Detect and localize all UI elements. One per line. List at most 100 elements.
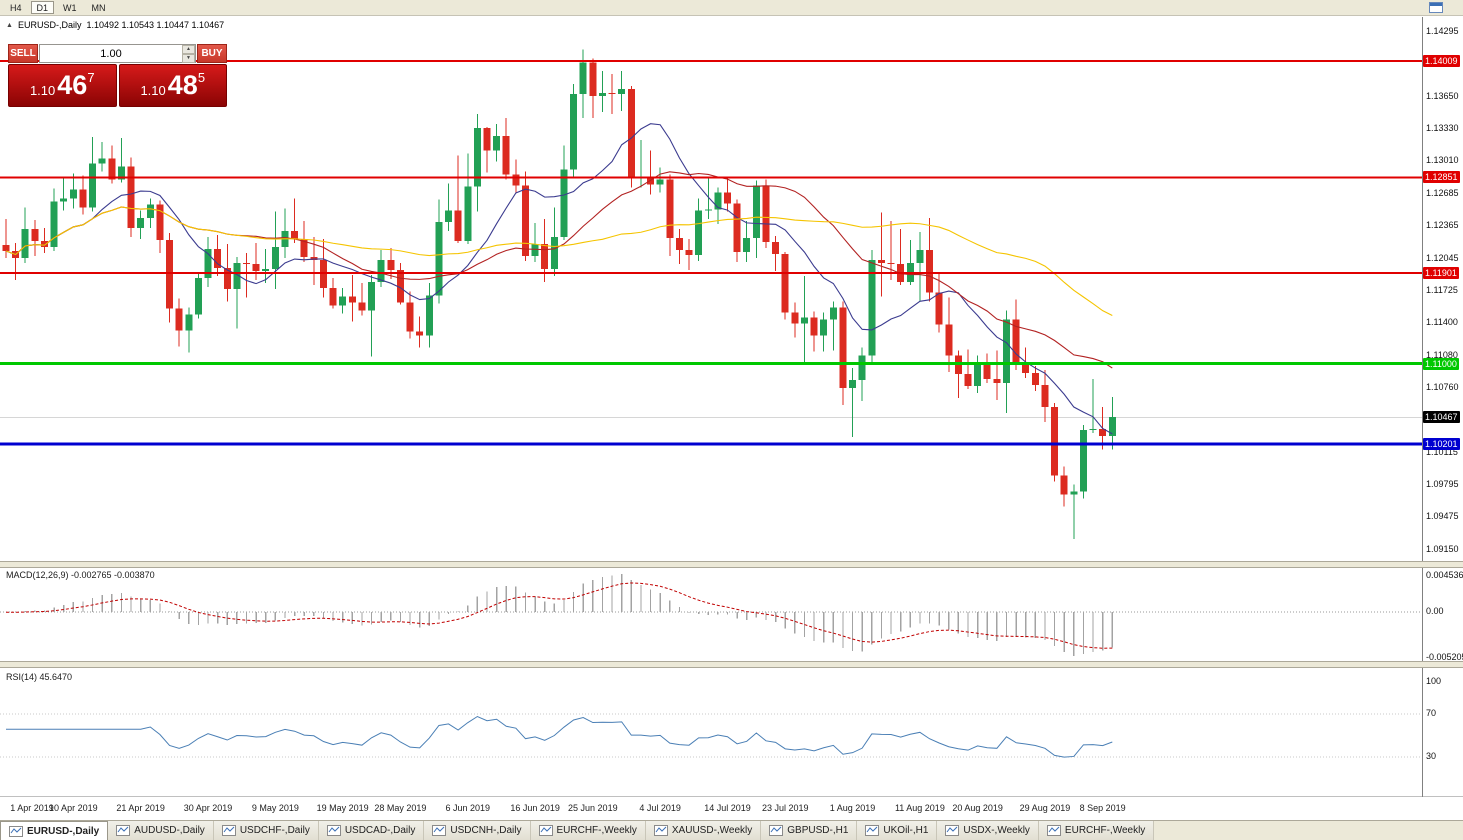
chart-tab-xauusd-weekly[interactable]: XAUUSD-,Weekly — [645, 821, 762, 840]
mini-chart-icon — [538, 825, 553, 836]
date-axis-label: 28 May 2019 — [374, 803, 427, 813]
chart-tab-audusd-daily[interactable]: AUDUSD-,Daily — [108, 821, 214, 840]
date-axis-label: 1 Apr 2019 — [10, 803, 54, 813]
buy-price-pip: 5 — [197, 70, 206, 85]
tab-label: USDCHF-,Daily — [239, 825, 310, 836]
date-axis-label: 1 Aug 2019 — [829, 803, 876, 813]
price-axis-label: 1.12365 — [1426, 220, 1459, 231]
tab-label: EURUSD-,Daily — [27, 825, 100, 837]
sell-price-prefix: 1.10 — [29, 83, 56, 98]
price-axis-label: 1.11400 — [1426, 317, 1458, 328]
volume-increase-button[interactable]: ▲ — [182, 45, 195, 54]
current-price-badge: 1.10467 — [1423, 411, 1460, 424]
date-axis-label: 8 Sep 2019 — [1079, 803, 1126, 813]
macd-pane-splitter[interactable] — [0, 561, 1463, 568]
price-axis-label: 1.09150 — [1426, 544, 1459, 554]
macd-histogram — [14, 574, 1113, 656]
chart-tab-gbpusd-h1[interactable]: GBPUSD-,H1 — [761, 821, 858, 840]
price-level-badge: 1.14009 — [1423, 54, 1460, 67]
chart-tabs-bar: EURUSD-,Daily AUDUSD-,Daily USDCHF-,Daily U… — [0, 820, 1463, 840]
sell-price-pip: 7 — [87, 70, 95, 85]
price-axis-label: 1.13650 — [1426, 90, 1459, 101]
mini-chart-icon — [326, 825, 341, 836]
price-axis-label: 1.12045 — [1426, 252, 1459, 263]
chart-tab-usdchf-daily[interactable]: USDCHF-,Daily — [213, 821, 319, 840]
macd-indicator-label: MACD(12,26,9) -0.002765 -0.003870 — [6, 570, 155, 580]
price-axis-label: 1.11080 — [1426, 349, 1458, 360]
date-axis-label: 14 Jul 2019 — [704, 803, 751, 813]
macd-axis-label: 0.00 — [1426, 606, 1444, 617]
date-axis-label: 19 May 2019 — [316, 803, 369, 813]
price-axis-label: 1.10115 — [1426, 446, 1458, 457]
macd-axis-label: -0.005205 — [1426, 652, 1463, 662]
volume-spinner: ▲ ▼ — [182, 45, 195, 63]
mini-chart-icon — [653, 825, 668, 836]
tab-label: EURCHF-,Weekly — [1064, 825, 1146, 836]
chart-window-icon[interactable] — [1429, 2, 1443, 13]
timeframe-button-d1[interactable]: D1 — [30, 1, 55, 14]
chart-symbol-label: EURUSD-,Daily — [17, 20, 82, 30]
timeframe-button-mn[interactable]: MN — [91, 3, 106, 13]
price-axis-label: 1.11725 — [1426, 284, 1458, 295]
date-axis-label: 6 Jun 2019 — [445, 803, 491, 813]
chart-tab-eurchf-weekly[interactable]: EURCHF-,Weekly — [1038, 821, 1155, 840]
date-axis-label: 25 Jun 2019 — [568, 803, 618, 813]
mini-window-icon — [1429, 2, 1443, 13]
chart-tab-usdx-weekly[interactable]: USDX-,Weekly — [937, 821, 1039, 840]
buy-price-display[interactable]: 1.10 48 5 — [118, 64, 227, 107]
price-scale[interactable]: 1.14295 1.13650 1.13330 1.13010 1.12685 1.123… — [1422, 0, 1463, 820]
candlestick-series — [2, 49, 1116, 539]
rsi-indicator-label: RSI(14) 45.6470 — [6, 672, 73, 682]
date-axis-label: 29 Aug 2019 — [1019, 803, 1071, 813]
mini-chart-icon — [945, 825, 960, 836]
timeframe-button-w1[interactable]: W1 — [63, 3, 77, 13]
sell-price-display[interactable]: 1.10 46 7 — [8, 64, 117, 107]
mini-chart-icon — [432, 825, 447, 836]
tab-label: AUDUSD-,Daily — [134, 825, 205, 836]
date-axis-label: 21 Apr 2019 — [116, 803, 165, 813]
moving-average-10 — [5, 123, 1113, 435]
date-axis-label: 9 May 2019 — [251, 803, 299, 813]
chart-tab-ukoil-h1[interactable]: UKOil-,H1 — [857, 821, 938, 840]
price-axis-label: 1.10760 — [1426, 381, 1459, 392]
macd-signal-line — [5, 582, 1113, 649]
rsi-axis-label: 70 — [1426, 708, 1437, 719]
chart-tab-usdcad-daily[interactable]: USDCAD-,Daily — [318, 821, 425, 840]
tab-label: EURCHF-,Weekly — [556, 825, 637, 836]
date-axis-label: 11 Aug 2019 — [894, 803, 945, 813]
mini-chart-icon — [865, 825, 880, 836]
timeframe-button-h4[interactable]: H4 — [10, 3, 22, 13]
time-scale[interactable]: 1 Apr 2019 10 Apr 2019 21 Apr 2019 30 Apr 2… — [0, 797, 1463, 820]
buy-price-prefix: 1.10 — [140, 83, 166, 98]
rsi-line — [6, 715, 1113, 758]
rsi-axis-label: 100 — [1426, 676, 1442, 686]
price-level-badge: 1.11901 — [1423, 267, 1459, 280]
mini-chart-icon — [116, 825, 131, 836]
volume-field: ▲ ▼ — [39, 44, 196, 63]
volume-decrease-button[interactable]: ▼ — [182, 54, 195, 63]
date-axis-label: 23 Jul 2019 — [761, 803, 809, 813]
rsi-pane-splitter[interactable] — [0, 661, 1463, 668]
macd-axis-label: 0.004536 — [1426, 570, 1463, 580]
chart-tab-usdcnh-daily[interactable]: USDCNH-,Daily — [424, 821, 531, 840]
price-axis-label: 1.13010 — [1426, 155, 1459, 166]
sell-button[interactable]: SELL — [8, 44, 38, 63]
price-axis-label: 1.09475 — [1426, 511, 1459, 522]
date-axis-label: 20 Aug 2019 — [952, 803, 1003, 813]
chart-ohlc-values: 1.10492 1.10543 1.10447 1.10467 — [86, 20, 225, 30]
tab-label: XAUUSD-,Weekly — [671, 825, 753, 836]
one-click-trading-panel: SELL ▲ ▼ BUY 1.10 46 7 1.10 48 5 — [8, 44, 227, 107]
price-axis-label: 1.12685 — [1426, 188, 1459, 199]
chart-tab-eurchf-weekly[interactable]: EURCHF-,Weekly — [530, 821, 646, 840]
date-axis-label: 30 Apr 2019 — [183, 803, 233, 813]
date-axis-label: 16 Jun 2019 — [510, 803, 560, 813]
volume-input[interactable] — [40, 45, 182, 62]
tab-label: UKOil-,H1 — [883, 825, 929, 836]
buy-price-big: 48 — [167, 70, 198, 100]
timeframe-toolbar: H4 D1 W1 MN — [0, 0, 1463, 16]
chart-tab-eurusd-daily[interactable]: EURUSD-,Daily — [0, 821, 109, 840]
tab-label: GBPUSD-,H1 — [787, 825, 849, 836]
buy-button[interactable]: BUY — [197, 44, 227, 63]
